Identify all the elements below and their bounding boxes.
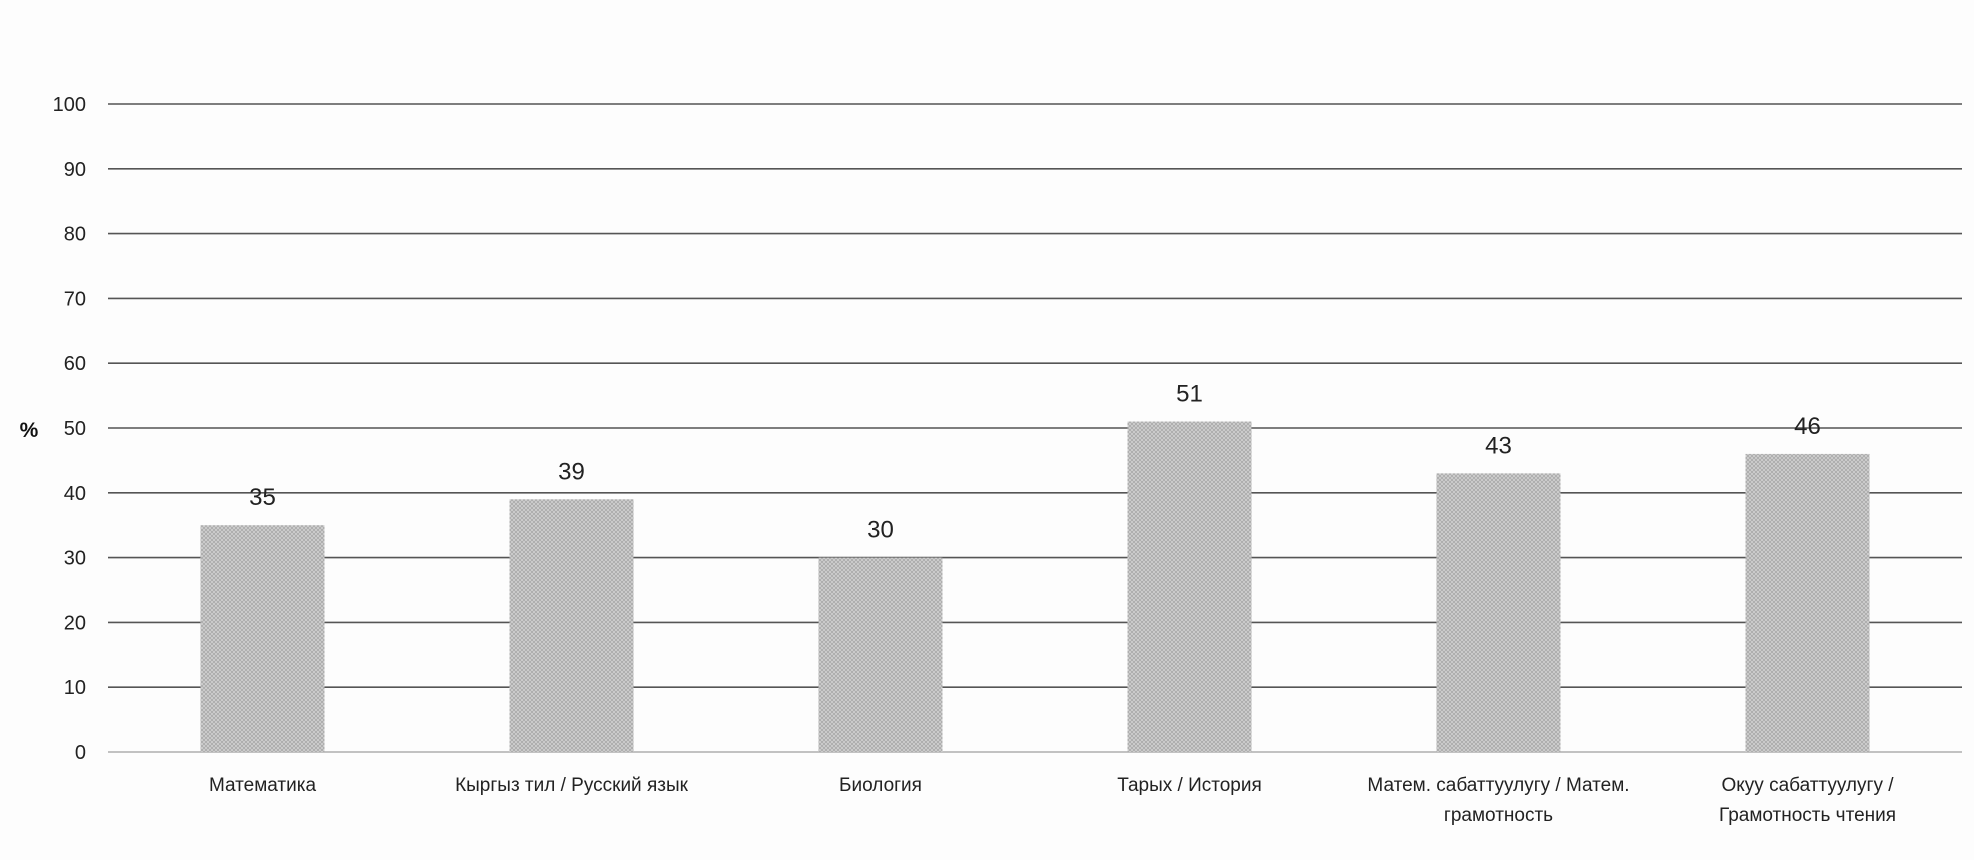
y-axis-ticks: 0 10 20 30 40 50 60 70 80 90 100 (53, 94, 86, 764)
x-tick-label: Биология (839, 775, 922, 796)
y-axis-label: % (20, 419, 39, 442)
x-tick-label: Математика (209, 775, 317, 796)
y-tick-label: 40 (64, 483, 86, 505)
x-axis-ticks: Математика Кыргыз тил / Русский язык Биоло… (209, 775, 1896, 826)
x-tick-label: Тарых / История (1117, 775, 1262, 796)
x-tick-label: Окуу сабаттуулугу / (1721, 775, 1894, 796)
y-tick-label: 0 (75, 742, 86, 764)
data-label: 39 (558, 458, 585, 485)
y-tick-label: 50 (64, 418, 86, 440)
data-label: 30 (867, 517, 894, 544)
x-tick-label: Матем. сабаттуулугу / Матем. (1367, 775, 1629, 796)
x-tick-label: Кыргыз тил / Русский язык (455, 775, 689, 796)
data-label: 35 (249, 484, 276, 511)
y-tick-label: 80 (64, 224, 86, 246)
gridlines (108, 103, 1962, 753)
data-label: 43 (1485, 432, 1512, 459)
bar (1127, 421, 1252, 752)
bar (509, 499, 634, 752)
bars (200, 421, 1870, 752)
bar (1436, 473, 1561, 752)
x-tick-label: грамотность (1444, 805, 1553, 826)
y-tick-label: 60 (64, 353, 86, 375)
x-tick-label: Грамотность чтения (1719, 805, 1896, 826)
y-tick-label: 30 (64, 548, 86, 570)
data-label: 46 (1794, 413, 1821, 440)
bar (818, 557, 943, 752)
y-tick-label: 70 (64, 288, 86, 310)
y-tick-label: 100 (53, 94, 86, 116)
y-tick-label: 90 (64, 159, 86, 181)
bar (1745, 453, 1870, 752)
bar (200, 525, 325, 752)
data-labels: 35 39 30 51 43 46 (249, 381, 1821, 544)
data-label: 51 (1176, 381, 1203, 408)
y-tick-label: 20 (64, 612, 86, 634)
y-tick-label: 10 (64, 677, 86, 699)
